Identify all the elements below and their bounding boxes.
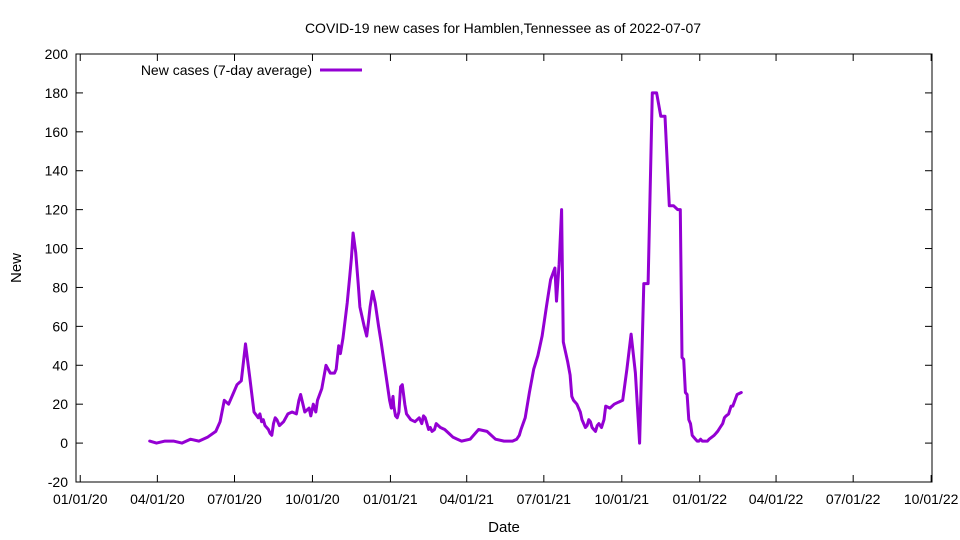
x-tick-label: 04/01/20 — [130, 491, 185, 507]
legend-label: New cases (7-day average) — [141, 62, 312, 78]
x-axis: 01/01/20 04/01/20 07/01/20 10/01/20 01/01/21… — [53, 54, 959, 507]
y-tick-label: 100 — [45, 241, 69, 257]
y-tick-label: 80 — [52, 279, 68, 295]
x-tick-label: 07/01/21 — [517, 491, 572, 507]
plot-area-frame — [75, 53, 933, 483]
y-tick-label: -20 — [48, 474, 68, 490]
y-tick-label: 20 — [52, 396, 68, 412]
y-tick-label: 60 — [52, 318, 68, 334]
x-tick-label: 04/01/21 — [439, 491, 494, 507]
y-tick-label: 200 — [45, 46, 69, 62]
legend: New cases (7-day average) — [141, 62, 362, 78]
x-tick-label: 01/01/22 — [673, 491, 728, 507]
x-tick-label: 07/01/20 — [207, 491, 262, 507]
y-tick-label: 160 — [45, 124, 69, 140]
chart-title: COVID-19 new cases for Hamblen,Tennessee… — [305, 20, 701, 36]
y-axis-label: New — [8, 253, 25, 283]
x-tick-label: 01/01/20 — [53, 491, 108, 507]
x-tick-label: 04/01/22 — [749, 491, 804, 507]
x-tick-label: 10/01/21 — [595, 491, 650, 507]
y-tick-label: 120 — [45, 202, 69, 218]
y-tick-label: 0 — [60, 435, 68, 451]
y-axis: -20 0 20 40 60 80 100 120 140 160 180 200 — [45, 46, 932, 490]
x-tick-label: 01/01/21 — [363, 491, 418, 507]
x-tick-label: 07/01/22 — [826, 491, 881, 507]
y-tick-label: 40 — [52, 357, 68, 373]
series-line-new-cases — [148, 91, 743, 445]
x-axis-label: Date — [488, 519, 520, 536]
y-tick-label: 180 — [45, 85, 69, 101]
y-tick-label: 140 — [45, 163, 69, 179]
x-tick-label: 10/01/22 — [904, 491, 959, 507]
x-tick-label: 10/01/20 — [285, 491, 340, 507]
